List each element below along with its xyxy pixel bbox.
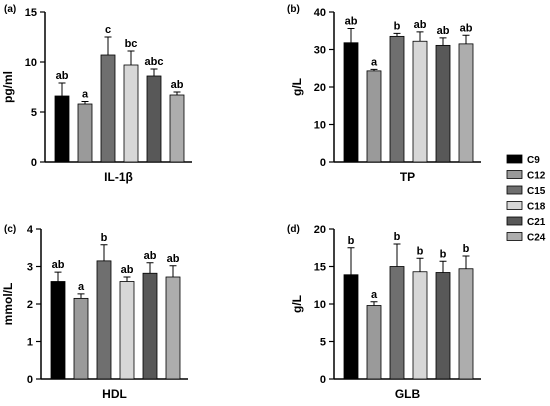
significance-label: ab [56, 70, 69, 82]
bar [366, 70, 382, 163]
legend-label: C15 [527, 186, 546, 197]
y-tick-label: 0 [31, 157, 37, 169]
x-axis-label: GLB [395, 387, 421, 401]
y-tick-label: 20 [314, 224, 326, 236]
bar [77, 103, 93, 163]
y-axis-label: pg/ml [1, 71, 15, 103]
panel-letter: (d) [287, 224, 300, 235]
significance-label: abc [145, 56, 164, 68]
bar [389, 35, 405, 163]
bar [165, 276, 181, 380]
legend-swatch [506, 154, 523, 164]
legend-swatch [506, 170, 523, 179]
significance-label: bc [125, 38, 138, 50]
significance-label: ab [345, 16, 358, 28]
significance-label: b [440, 248, 447, 260]
y-tick-label: 0 [320, 374, 326, 386]
legend-label: C9 [527, 155, 540, 166]
y-tick-label: 1 [27, 337, 33, 349]
y-tick-label: 10 [314, 120, 326, 132]
legend-label: C21 [527, 217, 546, 228]
bar [169, 94, 185, 163]
y-tick-label: 30 [314, 45, 326, 57]
significance-label: c [105, 24, 111, 36]
bar [96, 260, 112, 380]
significance-label: a [78, 281, 85, 293]
significance-label: ab [144, 250, 157, 262]
significance-label: b [417, 245, 424, 257]
y-tick-label: 5 [320, 337, 326, 349]
bar [389, 266, 405, 380]
panel-letter: (c) [4, 224, 16, 235]
y-tick-label: 10 [25, 57, 37, 69]
y-tick-label: 0 [320, 157, 326, 169]
y-axis-label: g/L [290, 295, 304, 313]
legend-label: C24 [527, 233, 546, 244]
bar [412, 40, 428, 163]
y-tick-label: 15 [314, 262, 326, 274]
bar [119, 281, 135, 380]
bar [366, 305, 382, 380]
bar [458, 268, 474, 380]
y-tick-label: 20 [314, 82, 326, 94]
x-axis-label: IL-1β [104, 170, 133, 184]
y-tick-label: 0 [27, 374, 33, 386]
y-tick-label: 4 [27, 224, 34, 236]
bar [73, 297, 89, 380]
y-tick-label: 2 [27, 299, 33, 311]
bar [343, 274, 359, 380]
legend-swatch [506, 201, 523, 210]
significance-label: ab [171, 79, 184, 91]
significance-label: a [82, 89, 89, 101]
bar [412, 271, 428, 380]
significance-label: b [101, 232, 108, 244]
x-axis-label: TP [400, 170, 415, 184]
y-tick-label: 40 [314, 7, 326, 19]
significance-label: ab [460, 22, 473, 34]
y-tick-label: 15 [25, 7, 37, 19]
legend-label: C18 [527, 202, 546, 213]
significance-label: ab [167, 253, 180, 265]
significance-label: b [463, 243, 470, 255]
bar [435, 44, 451, 163]
bar [123, 64, 139, 163]
y-axis-label: mmol/L [1, 283, 15, 326]
bar [458, 43, 474, 163]
bar [343, 42, 359, 163]
legend-swatch [506, 216, 523, 226]
significance-label: ab [121, 264, 134, 276]
significance-label: a [371, 289, 378, 301]
bar [100, 54, 116, 163]
legend-swatch [506, 232, 523, 241]
y-tick-label: 5 [31, 107, 37, 119]
bar [435, 272, 451, 380]
panel-4: (d) 0 5 10 15 20 g/L GLB b a b b b b [287, 224, 481, 401]
significance-label: ab [414, 19, 427, 31]
x-axis-label: HDL [102, 387, 127, 401]
significance-label: b [394, 231, 401, 243]
panel-letter: (b) [287, 4, 300, 15]
significance-label: b [394, 20, 401, 32]
significance-label: ab [52, 259, 65, 271]
y-tick-label: 10 [314, 299, 326, 311]
y-tick-label: 3 [27, 262, 33, 274]
legend: C9 C12 C15 C18 C21 C24 [506, 154, 546, 244]
bar [50, 281, 66, 380]
bar [54, 95, 70, 163]
significance-label: a [371, 56, 378, 68]
panel-letter: (a) [4, 4, 16, 15]
legend-label: C12 [527, 171, 546, 182]
significance-label: b [348, 235, 355, 247]
y-axis-label: g/L [290, 78, 304, 96]
significance-label: ab [437, 25, 450, 37]
bar [146, 75, 162, 163]
legend-swatch [506, 185, 523, 195]
bar [142, 272, 158, 380]
